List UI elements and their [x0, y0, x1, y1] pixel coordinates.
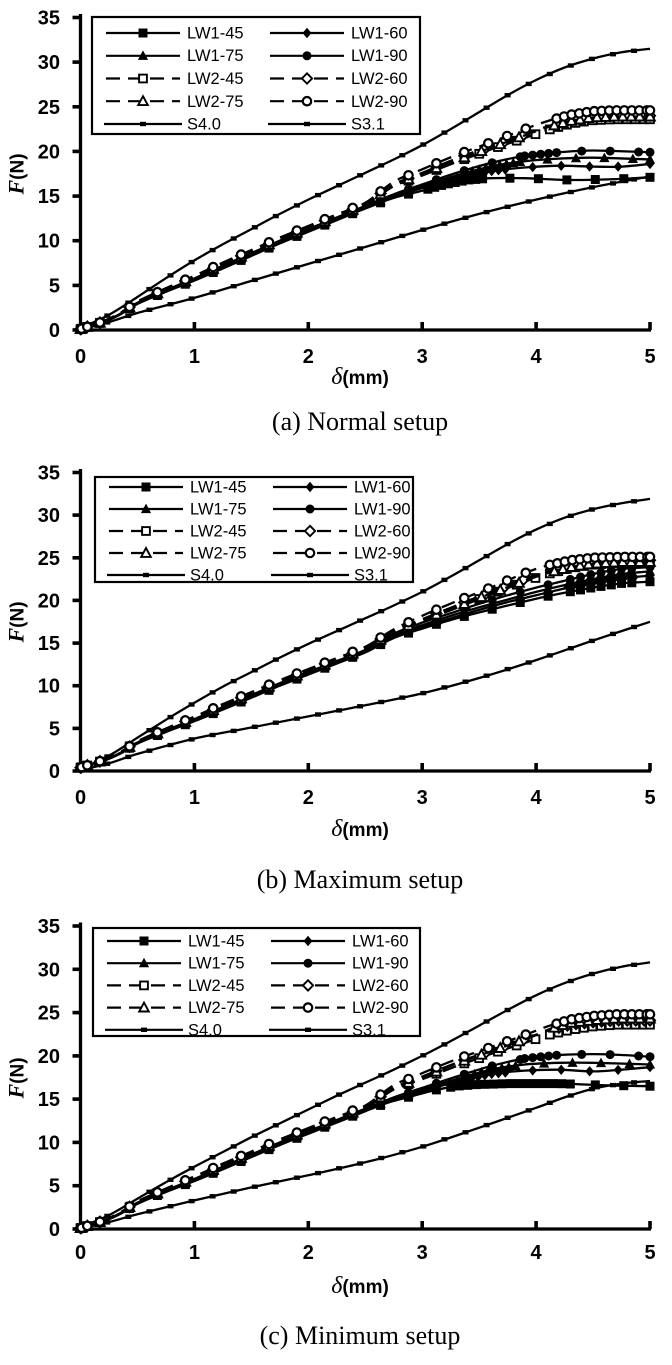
svg-text:2: 2	[303, 346, 314, 368]
svg-text:35: 35	[38, 8, 60, 30]
svg-text:35: 35	[38, 463, 60, 485]
svg-text:5: 5	[644, 787, 655, 809]
svg-text:2: 2	[303, 787, 314, 809]
svg-text:0: 0	[49, 1219, 60, 1241]
svg-text:(a) Normal setup: (a) Normal setup	[272, 407, 448, 436]
svg-text:30: 30	[38, 505, 60, 527]
svg-text:20: 20	[38, 590, 60, 612]
svg-text:LW2-75: LW2-75	[190, 545, 247, 563]
svg-text:δ(mm): δ(mm)	[331, 364, 389, 390]
svg-text:LW2-75: LW2-75	[188, 999, 245, 1017]
svg-text:LW2-90: LW2-90	[352, 999, 409, 1017]
svg-text:LW1-60: LW1-60	[354, 479, 411, 497]
svg-text:2: 2	[303, 1242, 314, 1264]
svg-text:20: 20	[38, 141, 60, 163]
svg-text:LW2-45: LW2-45	[187, 70, 244, 88]
svg-text:0: 0	[75, 787, 86, 809]
svg-text:LW1-60: LW1-60	[352, 933, 409, 951]
svg-text:LW1-75: LW1-75	[188, 955, 245, 973]
svg-text:5: 5	[644, 346, 655, 368]
svg-text:LW1-75: LW1-75	[190, 501, 247, 519]
svg-text:5: 5	[49, 718, 60, 740]
svg-text:LW1-60: LW1-60	[351, 25, 408, 43]
svg-text:0: 0	[75, 1242, 86, 1264]
svg-text:25: 25	[38, 97, 60, 119]
svg-text:5: 5	[49, 1176, 60, 1198]
svg-text:0: 0	[49, 761, 60, 783]
svg-text:LW1-90: LW1-90	[352, 955, 409, 973]
svg-text:LW2-60: LW2-60	[352, 977, 409, 995]
svg-text:LW1-45: LW1-45	[190, 479, 247, 497]
svg-text:LW2-45: LW2-45	[190, 523, 247, 541]
svg-text:15: 15	[38, 186, 60, 208]
svg-text:0: 0	[49, 320, 60, 342]
svg-text:1: 1	[189, 787, 200, 809]
svg-text:15: 15	[38, 633, 60, 655]
svg-text:S3.1: S3.1	[354, 567, 388, 585]
svg-text:5: 5	[644, 1242, 655, 1264]
svg-text:F(N): F(N)	[4, 153, 29, 195]
svg-text:15: 15	[38, 1089, 60, 1111]
svg-text:0: 0	[75, 346, 86, 368]
svg-text:3: 3	[417, 346, 428, 368]
svg-text:LW2-90: LW2-90	[351, 93, 408, 111]
svg-text:10: 10	[38, 231, 60, 253]
svg-text:LW2-45: LW2-45	[188, 977, 245, 995]
svg-text:30: 30	[38, 959, 60, 981]
svg-text:30: 30	[38, 52, 60, 74]
svg-text:LW1-90: LW1-90	[354, 501, 411, 519]
svg-text:LW2-90: LW2-90	[354, 545, 411, 563]
svg-text:LW2-75: LW2-75	[187, 93, 244, 111]
svg-text:S3.1: S3.1	[351, 116, 385, 134]
svg-text:δ(mm): δ(mm)	[331, 816, 389, 842]
svg-text:LW1-45: LW1-45	[188, 933, 245, 951]
svg-text:LW2-60: LW2-60	[351, 70, 408, 88]
svg-text:S4.0: S4.0	[188, 1021, 222, 1039]
svg-text:3: 3	[417, 787, 428, 809]
svg-text:20: 20	[38, 1046, 60, 1068]
svg-text:S4.0: S4.0	[190, 567, 224, 585]
svg-text:F(N): F(N)	[4, 601, 29, 643]
svg-text:δ(mm): δ(mm)	[331, 1273, 389, 1299]
svg-text:4: 4	[531, 346, 543, 368]
svg-text:F(N): F(N)	[4, 1057, 29, 1099]
svg-text:4: 4	[531, 787, 543, 809]
svg-text:25: 25	[38, 548, 60, 570]
svg-text:35: 35	[38, 916, 60, 938]
svg-text:LW1-75: LW1-75	[187, 47, 244, 65]
svg-text:(c) Minimum setup: (c) Minimum setup	[260, 1321, 461, 1350]
svg-text:4: 4	[531, 1242, 543, 1264]
svg-text:LW1-90: LW1-90	[351, 47, 408, 65]
svg-text:LW2-60: LW2-60	[354, 523, 411, 541]
svg-text:1: 1	[189, 346, 200, 368]
svg-text:S4.0: S4.0	[187, 116, 221, 134]
svg-text:S3.1: S3.1	[352, 1021, 386, 1039]
svg-text:10: 10	[38, 676, 60, 698]
svg-text:1: 1	[189, 1242, 200, 1264]
svg-text:25: 25	[38, 1003, 60, 1025]
svg-text:3: 3	[417, 1242, 428, 1264]
svg-text:(b) Maximum setup: (b) Maximum setup	[257, 865, 464, 894]
svg-text:5: 5	[49, 275, 60, 297]
svg-text:LW1-45: LW1-45	[187, 25, 244, 43]
svg-text:10: 10	[38, 1132, 60, 1154]
